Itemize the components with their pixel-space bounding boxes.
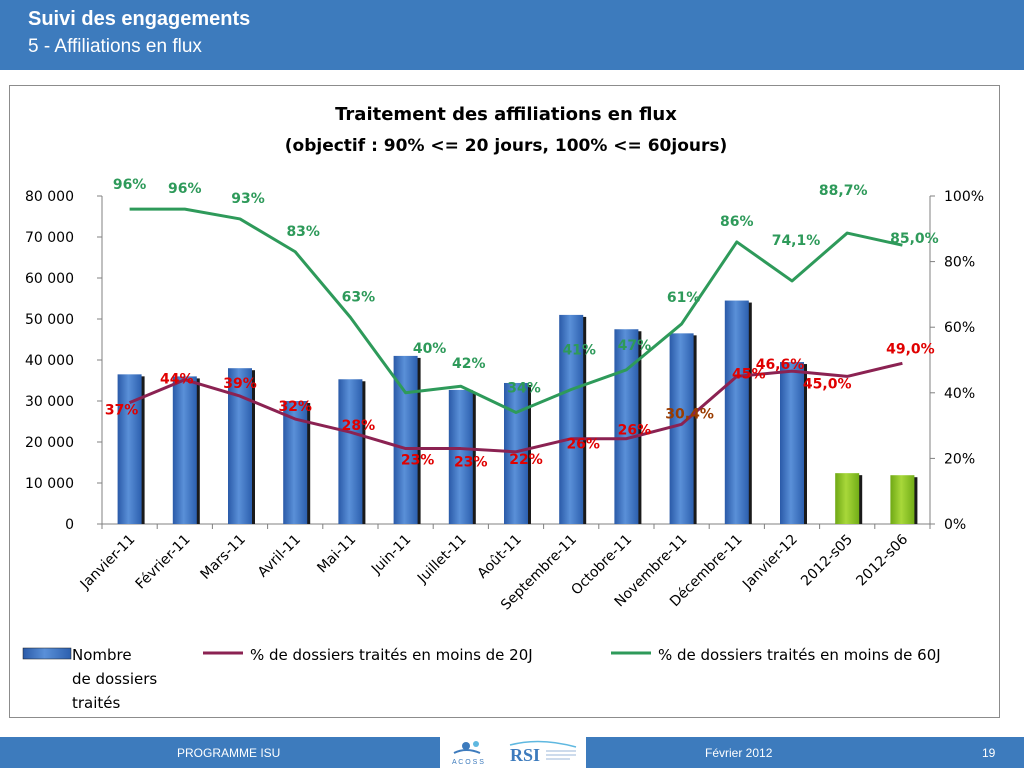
- line-20j-data-label: 26%: [566, 437, 600, 453]
- left-tick-label: 80 000: [25, 189, 74, 205]
- slide-header: Suivi des engagements 5 - Affiliations e…: [0, 0, 1024, 70]
- right-tick-label: 0%: [944, 517, 966, 533]
- line-20j-data-label: 28%: [342, 418, 376, 434]
- line-20j-data-label: 49,0%: [886, 341, 935, 357]
- bar: [780, 362, 804, 524]
- category-label: Avril-11: [255, 532, 304, 581]
- line-20j-data-label: 32%: [278, 399, 312, 415]
- left-tick-label: 40 000: [25, 353, 74, 369]
- affiliations-chart: Traitement des affiliations en flux (obje…: [22, 104, 984, 712]
- bar: [504, 382, 528, 524]
- bar: [890, 475, 915, 524]
- left-tick-label: 20 000: [25, 435, 74, 451]
- line-20j-data-label: 22%: [509, 452, 543, 468]
- line-60j-data-label: 96%: [168, 181, 202, 197]
- chart-frame: Traitement des affiliations en flux (obje…: [9, 85, 1000, 718]
- legend-bar-label: Nombre: [72, 646, 132, 664]
- footer-program: PROGRAMME ISU: [177, 746, 281, 760]
- line-60j-data-label: 40%: [413, 341, 447, 357]
- line-60j-data-label: 96%: [113, 177, 147, 193]
- line-60j-data-label: 47%: [618, 338, 652, 354]
- category-label: 2012-s05: [798, 532, 856, 590]
- bar: [669, 333, 694, 524]
- left-tick-label: 0: [65, 517, 74, 533]
- line-60j-data-label: 61%: [667, 290, 701, 306]
- legend-bar-label: de dossiers: [72, 670, 157, 688]
- bar: [835, 473, 860, 524]
- category-label: 2012-s06: [853, 531, 911, 589]
- bar: [448, 389, 473, 524]
- category-label: Juillet-11: [414, 532, 470, 588]
- logo-rsi-text: RSI: [510, 745, 540, 765]
- category-label: Août-11: [475, 532, 525, 582]
- line-20j-data-label: 23%: [401, 453, 435, 469]
- left-tick-label: 70 000: [25, 230, 74, 246]
- line-20j-data-label: 37%: [105, 403, 139, 419]
- line-20j-data-label: 44%: [160, 372, 194, 388]
- category-label: Février-11: [133, 532, 194, 593]
- legend-60j-label: % de dossiers traités en moins de 60J: [658, 646, 941, 664]
- line-60j-data-label: 74,1%: [772, 233, 821, 249]
- left-tick-label: 60 000: [25, 271, 74, 287]
- line-20j-data-label: 39%: [223, 376, 257, 392]
- bar: [724, 300, 749, 524]
- category-label: Juin-11: [368, 532, 414, 578]
- line-60j-data-label: 63%: [342, 289, 376, 305]
- bar: [338, 379, 363, 524]
- line-60j-data-label: 42%: [452, 356, 486, 372]
- line-20j-data-label: 26%: [618, 423, 652, 439]
- line-60j-data-label: 83%: [286, 224, 320, 240]
- right-tick-label: 40%: [944, 386, 975, 402]
- category-label: Janvier-12: [739, 532, 801, 594]
- logo-icon: A C O S S RSI: [452, 740, 577, 766]
- legend-20j-label: % de dossiers traités en moins de 20J: [250, 646, 533, 664]
- line-60j-data-label: 88,7%: [819, 183, 868, 199]
- line-20j: [129, 361, 903, 454]
- line-20j-data-label: 46,6%: [756, 357, 805, 373]
- bar: [559, 314, 584, 524]
- line-20j-data-label: 30,4%: [665, 406, 714, 422]
- footer-date: Février 2012: [705, 746, 773, 760]
- legend-bar-label: traités: [72, 694, 121, 712]
- line-20j-data-label: 45%: [732, 366, 766, 382]
- line-20j-data-label: 45,0%: [803, 376, 852, 392]
- line-20j-data-label: 23%: [454, 455, 488, 471]
- slide-title: Suivi des engagements: [28, 8, 251, 30]
- bar: [117, 374, 142, 524]
- category-label: Mars-11: [198, 532, 249, 583]
- slide-subtitle: 5 - Affiliations en flux: [28, 36, 202, 57]
- legend-bar-swatch: [22, 647, 72, 660]
- partner-logos: A C O S S RSI: [440, 737, 586, 768]
- page-number: 19: [982, 746, 996, 760]
- line-60j-data-label: 93%: [231, 191, 265, 207]
- logo-acoss-text: A C O S S: [452, 759, 484, 766]
- right-tick-label: 100%: [944, 189, 984, 205]
- right-tick-label: 60%: [944, 320, 975, 336]
- left-tick-label: 30 000: [25, 394, 74, 410]
- line-60j-data-label: 86%: [720, 214, 754, 230]
- category-label: Mai-11: [314, 532, 359, 577]
- chart-title: Traitement des affiliations en flux: [335, 104, 677, 125]
- right-tick-label: 80%: [944, 255, 975, 271]
- category-label: Janvier-11: [77, 532, 139, 594]
- slide-footer: PROGRAMME ISU A C O S S RSI Février 2012…: [0, 737, 1024, 768]
- bar: [172, 376, 197, 524]
- chart-subtitle: (objectif : 90% <= 20 jours, 100% <= 60j…: [285, 136, 728, 156]
- left-tick-label: 50 000: [25, 312, 74, 328]
- line-60j-data-label: 85,0%: [890, 231, 939, 247]
- line-60j-data-label: 41%: [562, 343, 596, 359]
- line-60j-data-label: 34%: [507, 380, 541, 396]
- line-60j: [129, 207, 903, 414]
- left-tick-label: 10 000: [25, 476, 74, 492]
- right-tick-label: 20%: [944, 451, 975, 467]
